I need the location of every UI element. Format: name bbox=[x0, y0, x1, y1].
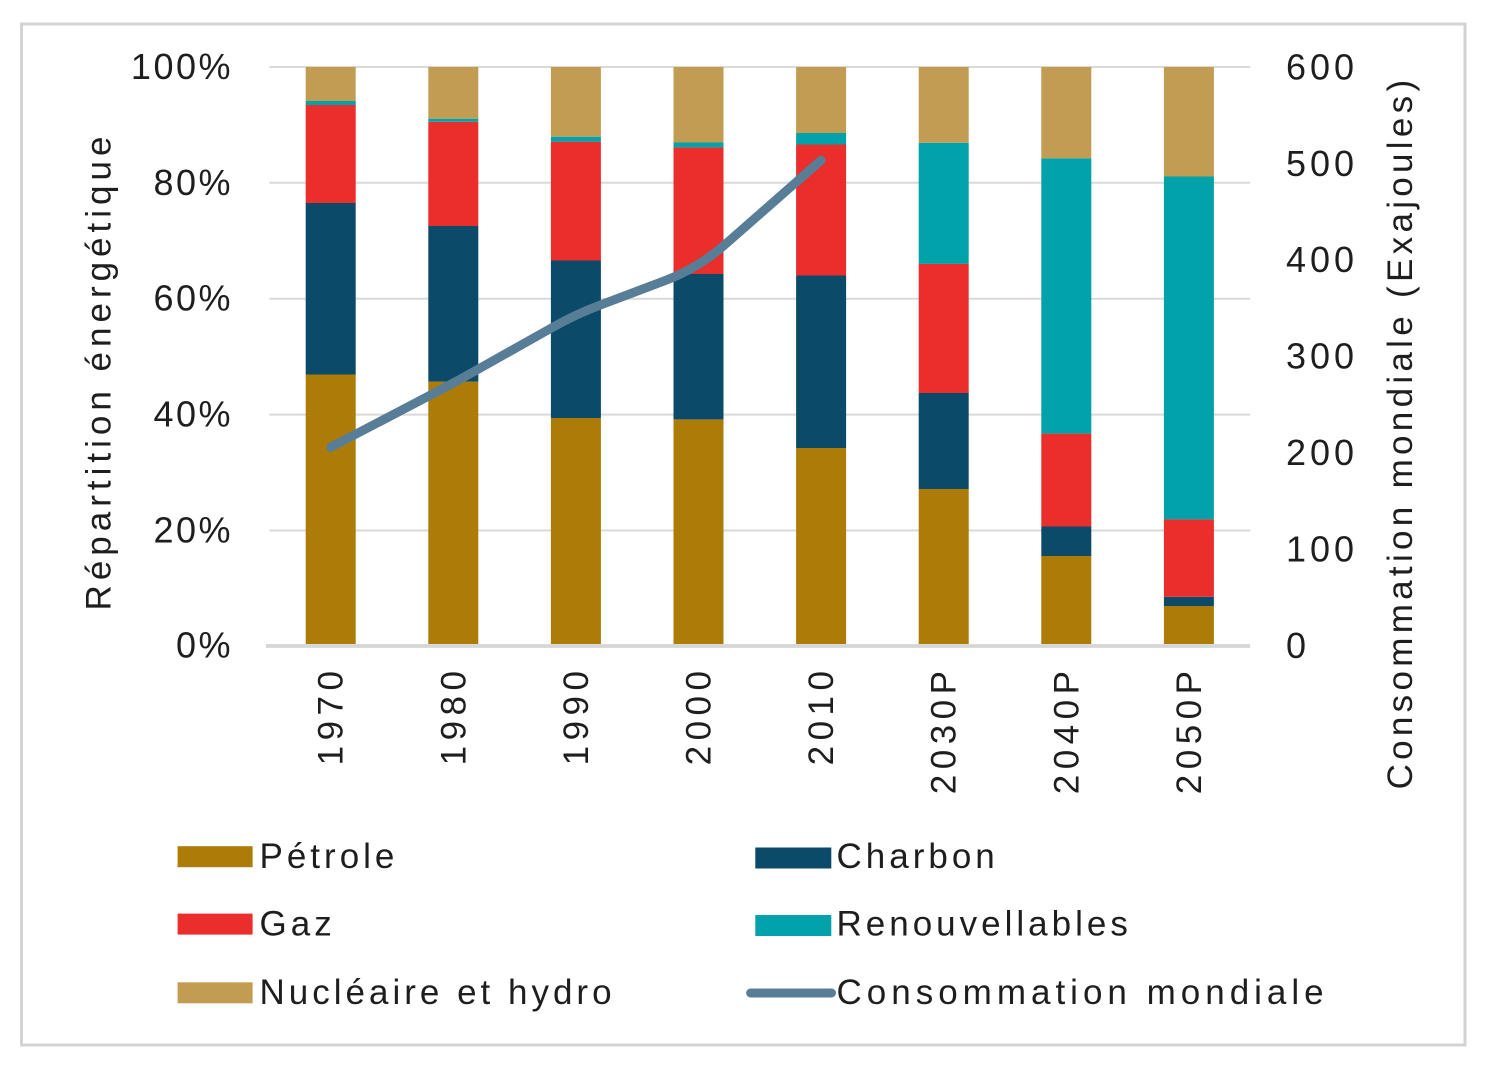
svg-text:0%: 0% bbox=[176, 625, 233, 666]
svg-text:0: 0 bbox=[1286, 625, 1310, 666]
svg-text:Consommation mondiale: Consommation mondiale bbox=[837, 973, 1329, 1012]
svg-text:1980: 1980 bbox=[434, 666, 473, 766]
svg-text:2000: 2000 bbox=[680, 666, 719, 766]
svg-text:1970: 1970 bbox=[312, 666, 351, 766]
svg-text:600: 600 bbox=[1286, 46, 1358, 87]
svg-text:2050P: 2050P bbox=[1170, 666, 1209, 795]
svg-text:2010: 2010 bbox=[802, 666, 841, 766]
svg-text:1990: 1990 bbox=[557, 666, 596, 766]
svg-text:100%: 100% bbox=[131, 46, 233, 87]
svg-text:80%: 80% bbox=[153, 162, 233, 203]
svg-text:400: 400 bbox=[1286, 239, 1358, 280]
svg-text:Pétrole: Pétrole bbox=[260, 837, 399, 876]
svg-text:300: 300 bbox=[1286, 336, 1358, 377]
svg-text:20%: 20% bbox=[153, 510, 233, 551]
svg-text:Gaz: Gaz bbox=[260, 905, 336, 944]
svg-text:500: 500 bbox=[1286, 143, 1358, 184]
svg-text:40%: 40% bbox=[153, 394, 233, 435]
svg-text:Renouvellables: Renouvellables bbox=[837, 905, 1132, 944]
svg-text:Consommation mondiale (Exajoul: Consommation mondiale (Exajoules) bbox=[1381, 76, 1420, 790]
svg-text:200: 200 bbox=[1286, 432, 1358, 473]
svg-text:2040P: 2040P bbox=[1047, 666, 1086, 795]
svg-text:Répartition énergétique: Répartition énergétique bbox=[80, 132, 119, 611]
svg-text:Nucléaire et hydro: Nucléaire et hydro bbox=[260, 973, 616, 1012]
svg-text:2030P: 2030P bbox=[925, 666, 964, 795]
svg-text:100: 100 bbox=[1286, 528, 1358, 569]
svg-text:60%: 60% bbox=[153, 278, 233, 319]
svg-text:Charbon: Charbon bbox=[837, 837, 999, 876]
